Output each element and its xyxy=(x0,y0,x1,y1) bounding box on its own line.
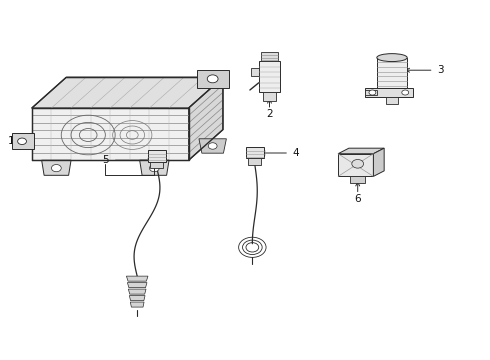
Circle shape xyxy=(51,165,61,172)
Polygon shape xyxy=(12,134,34,149)
Text: 1: 1 xyxy=(7,136,14,146)
Polygon shape xyxy=(338,148,384,154)
Text: 4: 4 xyxy=(293,148,299,158)
Polygon shape xyxy=(246,147,264,158)
Polygon shape xyxy=(140,160,169,175)
Circle shape xyxy=(149,165,159,172)
Polygon shape xyxy=(365,90,377,95)
Text: 6: 6 xyxy=(354,194,361,204)
Polygon shape xyxy=(130,302,144,307)
Circle shape xyxy=(207,75,218,83)
Polygon shape xyxy=(199,139,226,153)
Polygon shape xyxy=(365,88,413,97)
Polygon shape xyxy=(350,176,365,183)
Polygon shape xyxy=(128,289,146,294)
Polygon shape xyxy=(386,97,398,104)
Polygon shape xyxy=(127,283,147,288)
Polygon shape xyxy=(32,77,223,108)
Circle shape xyxy=(352,159,364,168)
Polygon shape xyxy=(377,58,407,88)
Polygon shape xyxy=(129,296,145,301)
Circle shape xyxy=(208,143,217,149)
Circle shape xyxy=(402,90,409,95)
Polygon shape xyxy=(197,70,229,88)
Polygon shape xyxy=(42,160,71,175)
Polygon shape xyxy=(148,150,166,162)
Polygon shape xyxy=(263,92,276,101)
Polygon shape xyxy=(373,148,384,176)
Text: 3: 3 xyxy=(437,65,443,75)
Polygon shape xyxy=(261,52,278,61)
Polygon shape xyxy=(259,61,280,92)
Circle shape xyxy=(369,90,376,95)
Polygon shape xyxy=(150,162,163,168)
Polygon shape xyxy=(126,276,148,281)
Circle shape xyxy=(18,138,26,145)
Polygon shape xyxy=(338,154,373,176)
Polygon shape xyxy=(248,158,261,165)
Polygon shape xyxy=(251,68,259,76)
Text: 2: 2 xyxy=(266,109,273,120)
Polygon shape xyxy=(189,77,223,160)
Polygon shape xyxy=(32,108,189,160)
Ellipse shape xyxy=(377,54,407,62)
Text: 5: 5 xyxy=(102,155,109,165)
